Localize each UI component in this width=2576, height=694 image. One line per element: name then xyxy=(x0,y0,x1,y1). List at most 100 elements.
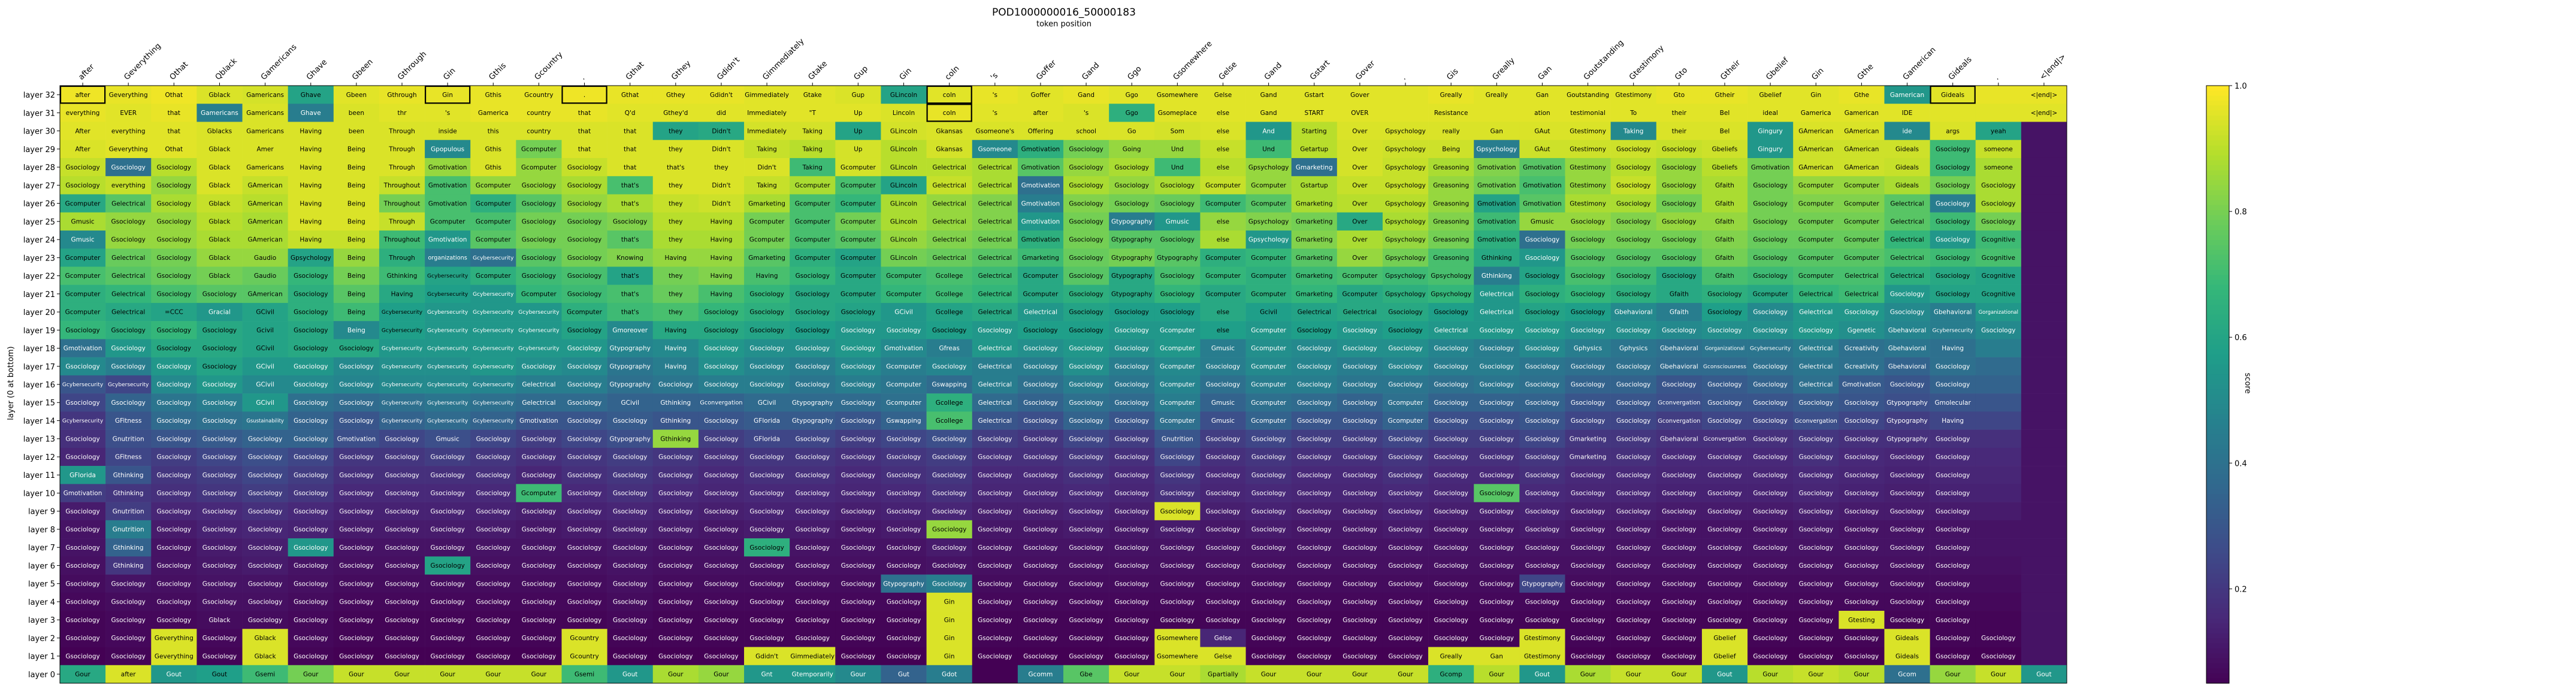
cell-label: Gmusic xyxy=(71,237,94,244)
heatmap-cell xyxy=(607,176,654,195)
cell-label: Gsociology xyxy=(157,417,191,425)
cell-label: Gmotivation xyxy=(64,490,102,497)
heatmap-cell xyxy=(1474,86,1520,104)
x-tick-label: Gstart xyxy=(1308,59,1332,82)
cell-label: Gsociology xyxy=(1662,490,1696,497)
cell-label: they xyxy=(669,128,682,135)
cell-label: Gsociology xyxy=(1115,472,1149,479)
cell-label: Gsociology xyxy=(522,200,556,207)
heatmap-cell xyxy=(1519,230,1565,249)
heatmap-cell xyxy=(1063,104,1109,122)
colorbar-segment xyxy=(2206,160,2229,166)
cell-label: Gsociology xyxy=(567,363,601,370)
cell-label: Gsociology xyxy=(1571,544,1605,551)
cell-label: Gcomputer xyxy=(521,164,557,171)
y-tick-label: layer 20 xyxy=(23,308,55,317)
cell-label: Gsociology xyxy=(1616,599,1650,606)
heatmap-cell xyxy=(744,176,790,195)
heatmap-cell xyxy=(1975,86,2022,104)
heatmap-cell xyxy=(2021,140,2067,159)
cell-label: Gsociology xyxy=(157,599,191,606)
cell-label: Gcomputer xyxy=(1251,363,1286,370)
cell-label: really xyxy=(1443,128,1460,135)
x-tick-label: Othat xyxy=(168,60,191,82)
cell-label: Gsociology xyxy=(294,417,328,425)
cell-label: Gsociology xyxy=(202,345,237,352)
cell-label: Gsociology xyxy=(978,490,1012,497)
cell-label: Gsociology xyxy=(1115,508,1149,515)
heatmap-cell xyxy=(1291,194,1338,213)
cell-label: Gsociology xyxy=(841,526,875,534)
heatmap-cell xyxy=(288,157,334,177)
cell-label: Gelectrical xyxy=(978,309,1012,316)
cell-label: Gsociology xyxy=(1753,309,1787,316)
cell-label: Gracial xyxy=(208,309,231,316)
cell-label: Gsociology xyxy=(1069,508,1103,515)
cell-label: Gsociology xyxy=(294,272,328,280)
x-tick-label: Gthat xyxy=(624,60,646,81)
cell-label: Over xyxy=(1352,218,1368,225)
y-tick-label: layer 32 xyxy=(23,91,55,100)
heatmap-cell xyxy=(744,104,790,122)
colorbar-segment xyxy=(2206,643,2229,649)
y-tick-label: layer 23 xyxy=(23,254,55,263)
colorbar-segment xyxy=(2206,170,2229,176)
cell-label: Gsociology xyxy=(1662,617,1696,624)
cell-label: Gcomputer xyxy=(567,309,602,316)
cell-label: Gsociology xyxy=(658,635,693,642)
colorbar-tick-label: 1.0 xyxy=(2235,82,2247,91)
cell-label: Gfaith xyxy=(1715,254,1734,262)
cell-label: Gsociology xyxy=(1571,635,1605,642)
cell-label: Over xyxy=(1352,164,1368,171)
heatmap-cell xyxy=(1975,592,2022,611)
heatmap-cell xyxy=(1017,248,1064,267)
cell-label: Gcybersecurity xyxy=(427,274,468,280)
cell-label: Gsociology xyxy=(1206,617,1240,624)
cell-label: Gcollege xyxy=(936,272,963,280)
cell-label: GLincoln xyxy=(890,92,917,99)
cell-label: Gsociology xyxy=(1845,454,1879,461)
cell-label: Gsociology xyxy=(1115,182,1149,189)
heatmap-cell xyxy=(1610,248,1657,267)
heatmap-cell xyxy=(1565,212,1611,231)
cell-label: Gsociology xyxy=(1115,309,1149,316)
cell-label: Gmolecular xyxy=(1935,399,1972,407)
cell-label: Gsociology xyxy=(385,580,419,587)
cell-label: Gthat xyxy=(621,92,639,99)
heatmap-cell xyxy=(1063,230,1109,249)
heatmap-cell xyxy=(1063,86,1109,104)
heatmap-cell xyxy=(196,157,243,177)
cell-label: Gamerica xyxy=(1801,110,1831,117)
x-tick-label: Gthis xyxy=(488,61,509,82)
cell-label: Gsociology xyxy=(1616,544,1650,551)
cell-label: Gsociology xyxy=(658,454,693,461)
cell-label: been xyxy=(349,128,364,135)
cell-label: Gblacks xyxy=(207,128,232,135)
cell-label: Gthinking xyxy=(660,399,691,407)
heatmap-cell xyxy=(470,176,516,195)
cell-label: Gsociology xyxy=(841,580,875,587)
heatmap-cell xyxy=(835,86,881,104)
cell-label: Gsociology xyxy=(339,599,373,606)
cell-label: thr xyxy=(397,110,407,117)
cell-label: Gsociology xyxy=(1206,363,1240,370)
heatmap-cell xyxy=(2021,574,2067,593)
cell-label: Gour xyxy=(1671,671,1687,678)
cell-label: GCivil xyxy=(256,363,274,370)
cell-label: Gsociology xyxy=(1981,653,2015,660)
cell-label: Gsociology xyxy=(749,526,784,534)
colorbar-segment xyxy=(2206,349,2229,355)
cell-label: Gsociology xyxy=(749,599,784,606)
heatmap-cell xyxy=(1200,86,1246,104)
cell-label: Gsociology xyxy=(1251,617,1286,624)
heatmap-cell xyxy=(835,248,881,267)
cell-label: Gsociology xyxy=(1525,617,1559,624)
cell-label: Gsociology xyxy=(1480,580,1514,587)
cell-label: Gcybersecurity xyxy=(473,382,514,388)
y-tick-label: layer 13 xyxy=(23,435,55,444)
cell-label: coln xyxy=(943,92,956,99)
cell-label: that's xyxy=(621,200,639,207)
cell-label: Gcomputer xyxy=(1844,182,1879,189)
heatmap-cell xyxy=(698,176,745,195)
cell-label: Gsociology xyxy=(1206,508,1240,515)
